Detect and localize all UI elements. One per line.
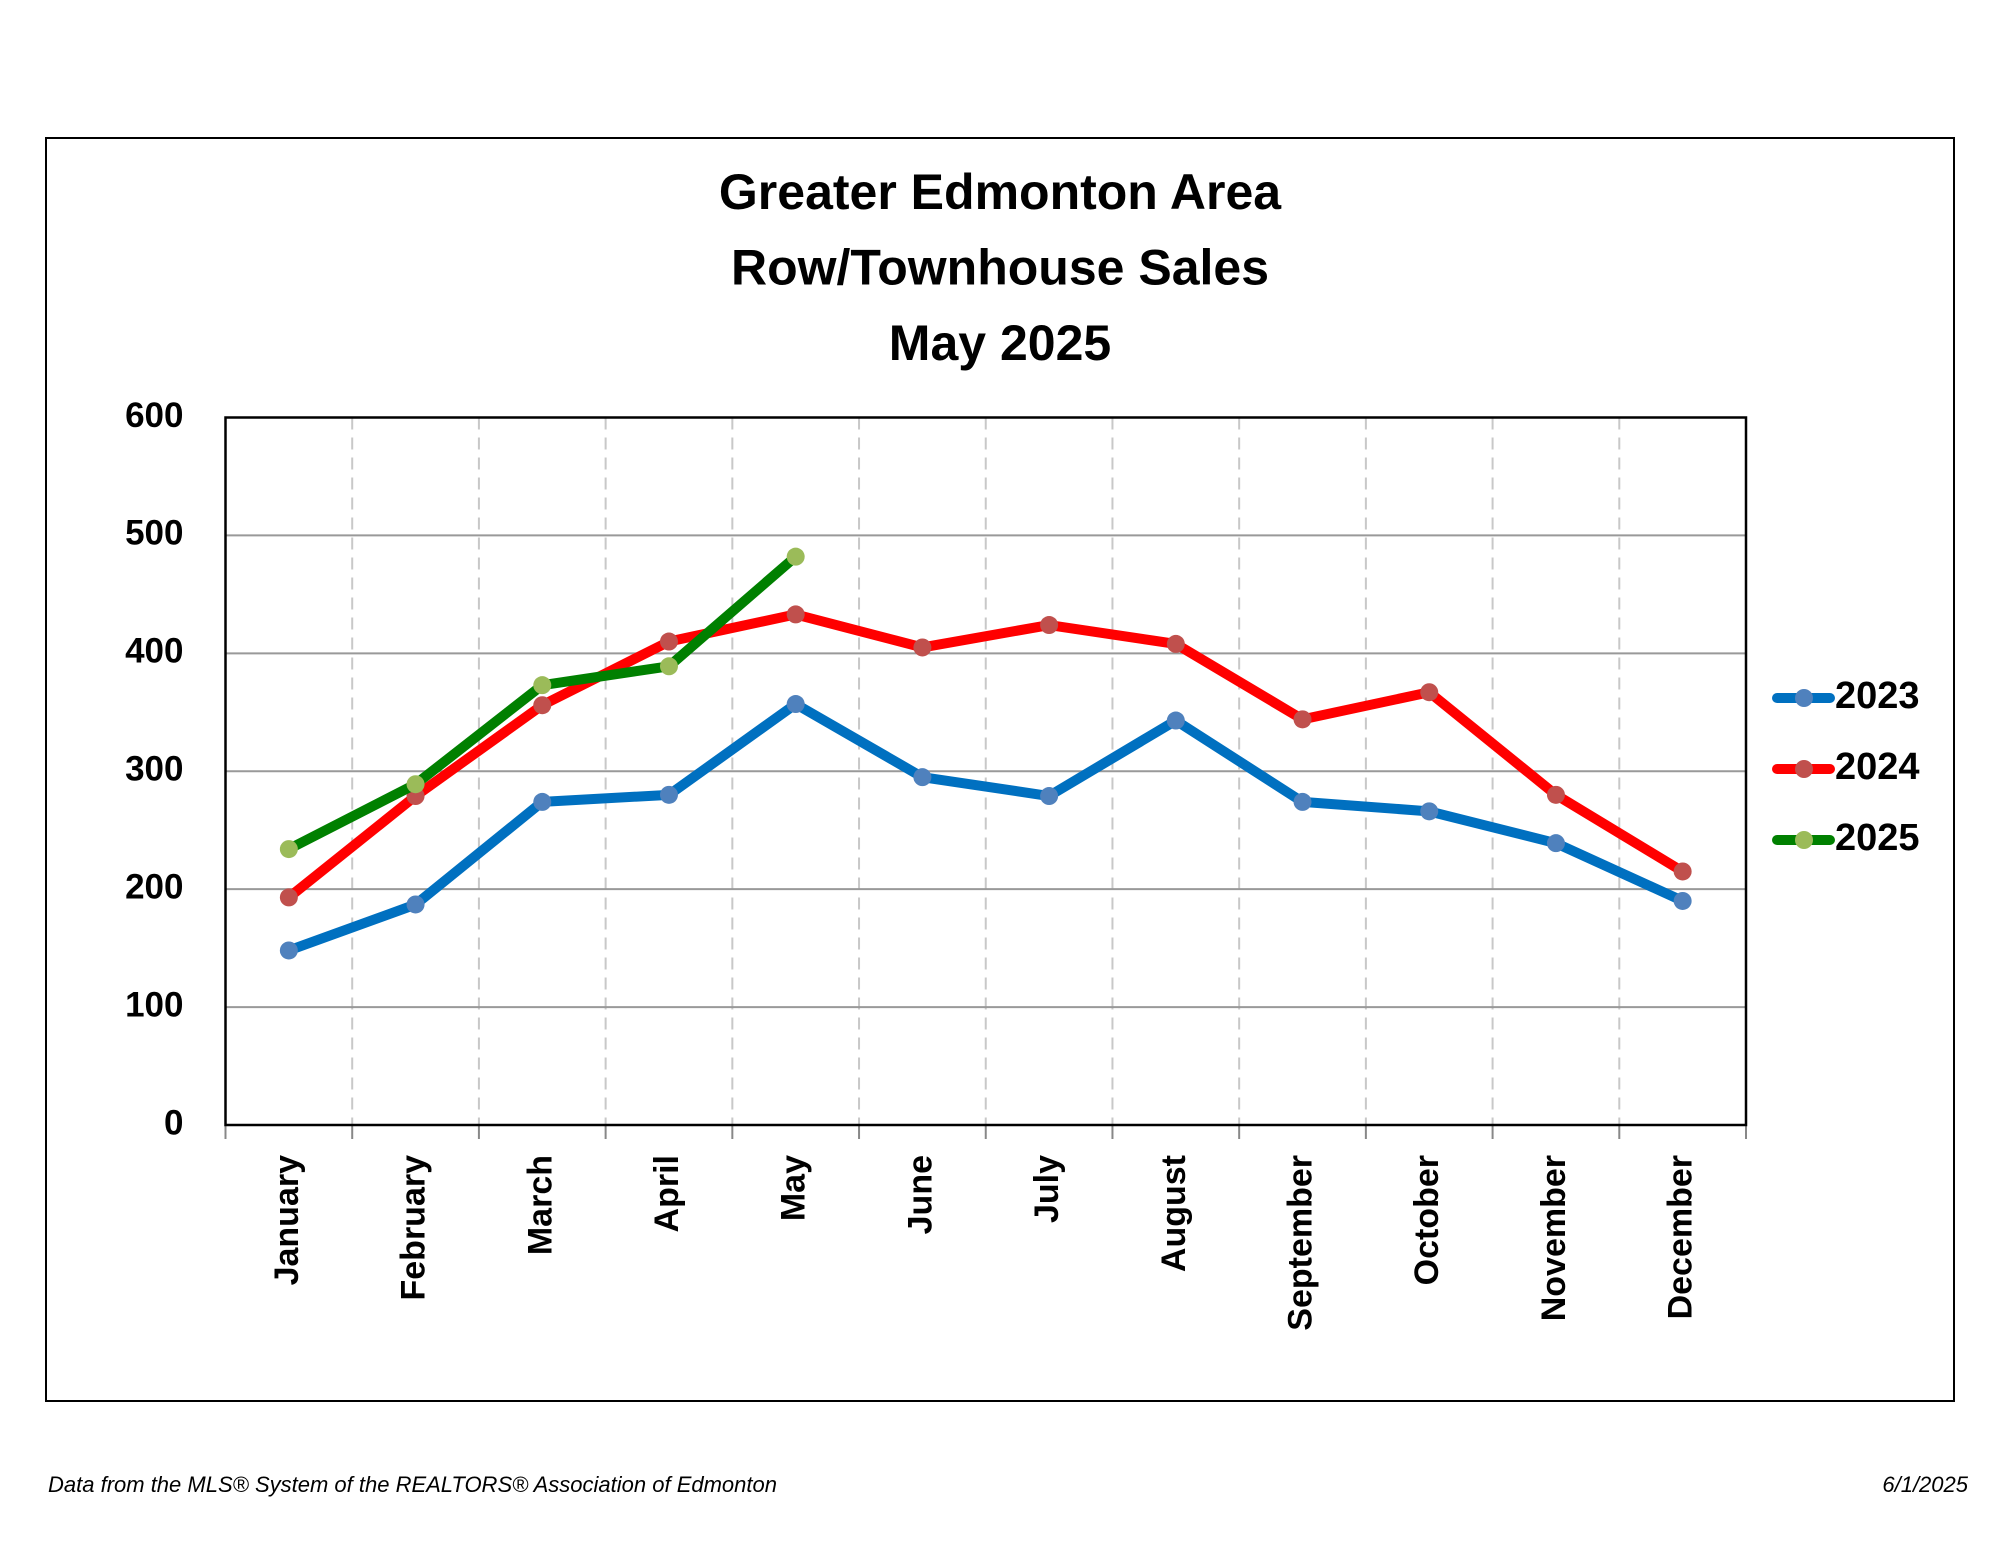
x-tick-label: August (1155, 1155, 1193, 1272)
x-tick-label: March (521, 1155, 559, 1255)
legend-marker (1795, 689, 1813, 707)
data-point (1673, 891, 1692, 910)
footer-source: Data from the MLS® System of the REALTOR… (48, 1472, 777, 1497)
x-tick-label: April (648, 1155, 686, 1232)
chart-title: May 2025 (889, 315, 1111, 371)
series-line (287, 699, 1685, 956)
data-point (406, 775, 425, 794)
data-point (1420, 683, 1439, 702)
x-tick-label: September (1282, 1155, 1320, 1331)
x-tick-label: November (1535, 1155, 1573, 1321)
y-tick-label: 500 (125, 514, 183, 553)
x-tick-label: June (901, 1155, 939, 1234)
chart-frame (45, 137, 1955, 1402)
x-tick-label: December (1662, 1155, 1700, 1319)
chart-title: Row/Townhouse Sales (731, 240, 1269, 296)
data-point (659, 657, 678, 676)
data-point (533, 792, 552, 811)
data-point (279, 888, 298, 907)
data-point (1040, 616, 1059, 635)
data-point (1546, 785, 1565, 804)
data-point (786, 605, 805, 624)
data-point (1040, 787, 1059, 806)
legend-marker (1795, 831, 1813, 849)
footer-date: 6/1/2025 (1882, 1472, 1968, 1497)
data-point (1420, 802, 1439, 821)
y-tick-label: 600 (125, 396, 183, 435)
x-tick-label: October (1408, 1155, 1446, 1285)
y-tick-label: 0 (164, 1103, 183, 1142)
y-tick-label: 400 (125, 632, 183, 671)
legend-label: 2023 (1835, 675, 1920, 717)
data-point (533, 696, 552, 715)
y-tick-label: 100 (125, 985, 183, 1024)
y-tick-label: 300 (125, 750, 183, 789)
data-point (659, 785, 678, 804)
data-point (1166, 711, 1185, 730)
x-tick-label: May (775, 1155, 813, 1221)
data-point (279, 840, 298, 859)
legend-label: 2025 (1835, 817, 1920, 859)
data-point (406, 895, 425, 914)
data-point (913, 638, 932, 657)
legend-marker (1795, 760, 1813, 778)
data-point (1293, 792, 1312, 811)
x-tick-label: February (395, 1155, 433, 1301)
data-point (786, 695, 805, 714)
x-tick-label: January (268, 1155, 306, 1285)
y-tick-label: 200 (125, 867, 183, 906)
chart-title: Greater Edmonton Area (719, 164, 1282, 220)
data-point (1673, 862, 1692, 881)
plot-frame (224, 416, 1748, 1127)
data-point (533, 676, 552, 695)
data-point (786, 547, 805, 566)
data-point (913, 768, 932, 787)
x-tick-label: July (1028, 1155, 1066, 1223)
series-line (285, 609, 1686, 902)
data-point (279, 941, 298, 960)
data-point (1546, 834, 1565, 853)
legend-label: 2024 (1835, 746, 1920, 788)
data-point (1166, 634, 1185, 653)
data-point (1293, 710, 1312, 729)
data-point (659, 632, 678, 651)
